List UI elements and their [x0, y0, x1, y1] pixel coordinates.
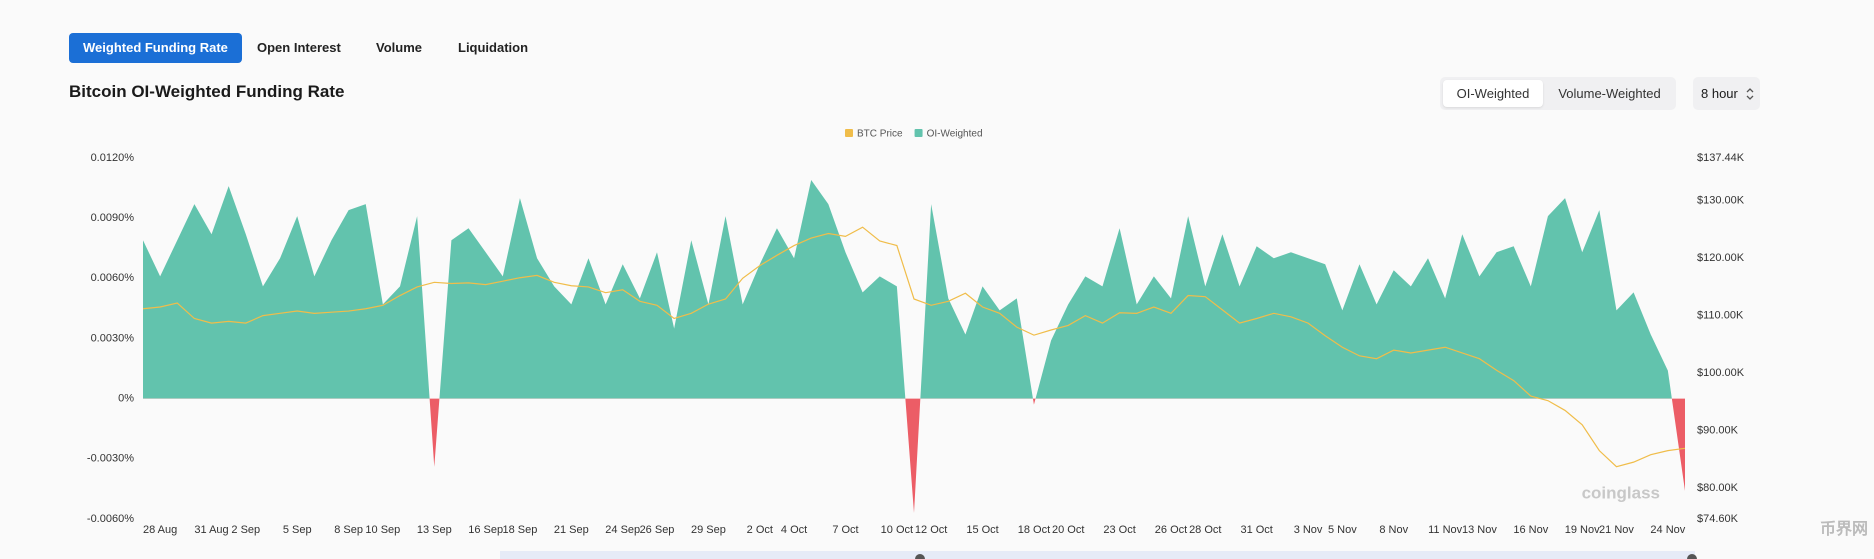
y-tick-label: -0.0030% [87, 453, 134, 465]
x-tick-label: 24 Nov [1650, 524, 1685, 536]
legend-swatch [914, 129, 923, 137]
y2-tick-label: $90.00K [1697, 424, 1739, 436]
y2-tick-label: $74.60K [1697, 513, 1739, 525]
y-tick-label: 0.0030% [91, 332, 135, 344]
navigator-handle[interactable] [915, 554, 925, 559]
x-tick-label: 24 Sep [605, 524, 640, 536]
navigator[interactable] [500, 551, 1695, 559]
x-tick-label: 28 Aug [143, 524, 177, 536]
y2-tick-label: $137.44K [1697, 152, 1745, 164]
x-tick-label: 13 Nov [1462, 524, 1497, 536]
chart-title: Bitcoin OI-Weighted Funding Rate [69, 82, 345, 101]
tab[interactable]: Liquidation [458, 40, 529, 55]
x-tick-label: 10 Sep [365, 524, 400, 536]
x-tick-label: 2 Sep [231, 524, 260, 536]
x-tick-label: 26 Sep [640, 524, 675, 536]
tab[interactable]: Weighted Funding Rate [69, 33, 242, 63]
y-tick-label: 0.0120% [91, 152, 135, 164]
y-tick-label: -0.0060% [87, 513, 134, 525]
x-tick-label: 21 Sep [554, 524, 589, 536]
y-tick-label: 0% [118, 393, 134, 405]
y2-tick-label: $120.00K [1697, 252, 1745, 264]
interval-label: 8 hour [1701, 86, 1738, 101]
x-tick-label: 15 Oct [966, 524, 998, 536]
interval-select[interactable]: 8 hour [1693, 77, 1760, 110]
y-tick-label: 0.0090% [91, 212, 135, 224]
y2-tick-label: $130.00K [1697, 195, 1745, 207]
x-tick-label: 11 Nov [1428, 524, 1463, 536]
x-tick-label: 18 Oct [1018, 524, 1050, 536]
x-tick-label: 4 Oct [781, 524, 807, 536]
legend-label: BTC Price [857, 129, 903, 140]
x-tick-label: 5 Sep [283, 524, 312, 536]
funding-area [143, 180, 1685, 513]
watermark: coinglass [1582, 483, 1660, 502]
y2-tick-label: $110.00K [1697, 310, 1744, 322]
x-tick-label: 12 Oct [915, 524, 947, 536]
chevron [1746, 88, 1754, 100]
x-tick-label: 18 Sep [502, 524, 537, 536]
x-tick-label: 31 Oct [1240, 524, 1272, 536]
toggle-option[interactable]: Volume-Weighted [1558, 86, 1661, 101]
navigator-handle[interactable] [1687, 554, 1697, 559]
x-tick-label: 23 Oct [1103, 524, 1135, 536]
x-tick-label: 31 Aug [194, 524, 228, 536]
toggle-option[interactable]: OI-Weighted [1443, 80, 1543, 107]
price-line [142, 226, 1686, 468]
x-tick-label: 20 Oct [1052, 524, 1084, 536]
legend-label: OI-Weighted [927, 129, 983, 140]
tab[interactable]: Open Interest [257, 40, 341, 55]
x-tick-label: 10 Oct [881, 524, 913, 536]
tab[interactable]: Volume [376, 40, 422, 55]
x-tick-label: 16 Nov [1513, 524, 1548, 536]
x-tick-label: 21 Nov [1599, 524, 1634, 536]
x-tick-label: 8 Nov [1379, 524, 1408, 536]
y2-tick-label: $100.00K [1697, 367, 1745, 379]
x-tick-label: 13 Sep [417, 524, 452, 536]
corner-logo: 币界网 [1820, 520, 1868, 538]
y-tick-label: 0.0060% [91, 272, 135, 284]
x-tick-label: 3 Nov [1294, 524, 1323, 536]
x-tick-label: 16 Sep [468, 524, 503, 536]
x-tick-label: 2 Oct [747, 524, 773, 536]
x-tick-label: 7 Oct [832, 524, 858, 536]
x-tick-label: 26 Oct [1155, 524, 1187, 536]
x-tick-label: 29 Sep [691, 524, 726, 536]
legend-swatch [845, 129, 853, 137]
x-tick-label: 19 Nov [1565, 524, 1600, 536]
y2-tick-label: $80.00K [1697, 482, 1739, 494]
x-tick-label: 5 Nov [1328, 524, 1357, 536]
x-tick-label: 8 Sep [334, 524, 363, 536]
toggle-group: OI-Weighted Volume-Weighted [1440, 77, 1676, 110]
x-tick-label: 28 Oct [1189, 524, 1221, 536]
